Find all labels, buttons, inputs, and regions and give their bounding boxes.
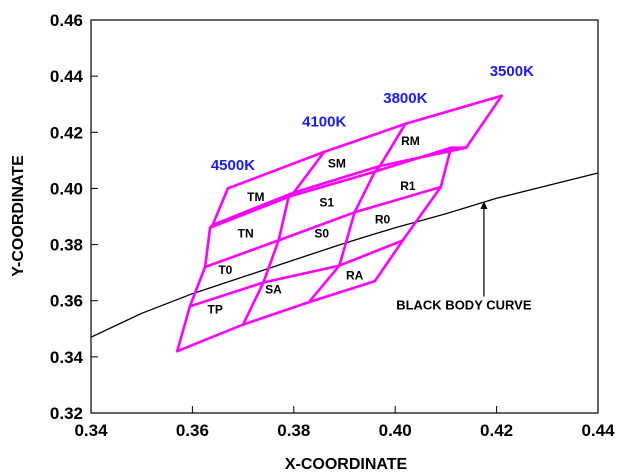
y-axis-title: Y-COORDINATE xyxy=(10,155,27,277)
x-tick-label: 0.36 xyxy=(176,421,209,440)
bin-grid xyxy=(175,94,504,353)
bin-row-line xyxy=(203,185,443,269)
bin-label-r1: R1 xyxy=(400,179,416,193)
bin-label-s1: S1 xyxy=(319,196,334,210)
plot-border xyxy=(90,19,599,414)
annotation-arrow-head xyxy=(480,201,488,210)
y-axis: 0.32 0.34 0.36 0.38 0.40 0.42 0.44 0.46 xyxy=(50,11,98,423)
bin-column-line xyxy=(307,122,407,304)
y-tick-label: 0.36 xyxy=(50,292,83,311)
temperature-label: 4100K xyxy=(302,114,346,131)
temperature-label: 3800K xyxy=(383,90,427,107)
x-tick-label: 0.34 xyxy=(74,421,108,440)
x-axis-title: X-COORDINATE xyxy=(285,456,408,473)
y-tick-label: 0.40 xyxy=(50,179,83,198)
bin-column-line xyxy=(241,150,326,326)
temperature-label: 3500K xyxy=(490,63,534,80)
bin-label-tn: TN xyxy=(238,227,254,241)
plot-area xyxy=(90,19,599,414)
bin-row-line xyxy=(188,239,405,308)
bin-boundary-edge xyxy=(226,94,504,190)
y-tick-label: 0.42 xyxy=(50,123,83,142)
bin-label-r0: R0 xyxy=(375,213,391,227)
bin-side-edge xyxy=(175,187,230,353)
x-tick-label: 0.40 xyxy=(379,421,412,440)
bin-label-rm: RM xyxy=(401,134,420,148)
labels: 4500K 4100K 3800K 3500K TM SM RM S1 R1 TN S0 R0 T0 SA… xyxy=(208,63,535,316)
bin-label-t0: T0 xyxy=(218,263,232,277)
temperature-label: 4500K xyxy=(211,157,255,174)
y-tick-label: 0.34 xyxy=(50,348,84,367)
bin-boundary-edge xyxy=(175,279,377,353)
y-tick-label: 0.44 xyxy=(50,67,84,86)
bin-label-ra: RA xyxy=(346,269,364,283)
x-axis: 0.34 0.36 0.38 0.40 0.42 0.44 xyxy=(74,406,615,440)
black-body-curve-annotation: BLACK BODY CURVE xyxy=(396,298,532,313)
bin-label-sm: SM xyxy=(328,156,346,170)
bin-label-tp: TP xyxy=(208,302,223,316)
y-tick-label: 0.32 xyxy=(50,404,83,423)
y-tick-label: 0.46 xyxy=(50,11,83,30)
x-tick-label: 0.44 xyxy=(581,421,615,440)
bin-label-sa: SA xyxy=(265,283,282,297)
bin-label-s0: S0 xyxy=(314,227,329,241)
bin-label-tm: TM xyxy=(247,190,264,204)
y-tick-label: 0.38 xyxy=(50,236,83,255)
x-tick-label: 0.42 xyxy=(480,421,513,440)
bin-side-edge xyxy=(373,94,504,283)
x-tick-label: 0.38 xyxy=(277,421,310,440)
bin-row-line xyxy=(208,146,453,229)
